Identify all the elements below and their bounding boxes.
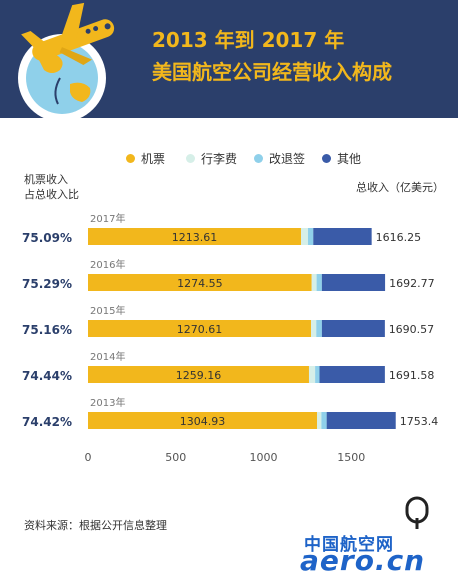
category-label: 2015年 bbox=[90, 304, 125, 317]
bar-segment-baggage bbox=[317, 412, 322, 429]
category-label: 2016年 bbox=[90, 258, 125, 271]
category-label: 2013年 bbox=[90, 396, 125, 409]
ticket-share-header-line1: 机票收入 bbox=[24, 173, 68, 186]
legend-item-other: 其他 bbox=[322, 150, 361, 166]
bar-segment-change bbox=[316, 274, 322, 291]
total-value-label: 1753.4 bbox=[400, 415, 439, 428]
x-tick-label: 1500 bbox=[337, 451, 365, 464]
legend-label-ticket: 机票 bbox=[141, 151, 166, 166]
bar-segment-baggage bbox=[308, 366, 316, 383]
total-revenue-header: 总收入（亿美元） bbox=[356, 181, 444, 194]
total-value-label: 1616.25 bbox=[376, 231, 422, 244]
bar-segment-ticket bbox=[88, 320, 311, 337]
legend-swatch-change bbox=[254, 153, 263, 163]
bar-segment-other bbox=[313, 228, 372, 245]
bar-segment-ticket bbox=[88, 228, 301, 245]
ticket-share-value: 74.44% bbox=[22, 369, 72, 383]
category-label: 2017年 bbox=[90, 212, 125, 225]
ticket-share-header-line2: 占总收入比 bbox=[24, 188, 79, 201]
watermark-line1: 中国航空网 bbox=[304, 535, 394, 555]
ticket-share-header: 机票收入 占总收入比 bbox=[24, 172, 79, 202]
ticket-value-label: 1270.61 bbox=[177, 323, 223, 336]
ticket-value-label: 1259.16 bbox=[176, 369, 222, 382]
bar-segment-change bbox=[321, 412, 327, 429]
bar-segment-change bbox=[315, 366, 320, 383]
bar-segment-change bbox=[308, 228, 314, 245]
x-tick-label: 1000 bbox=[250, 451, 278, 464]
bar-segment-other bbox=[326, 412, 396, 429]
legend-item-ticket: 机票 bbox=[126, 150, 165, 166]
total-value-label: 1691.58 bbox=[389, 369, 435, 382]
chart-title-line2: 美国航空公司经营收入构成 bbox=[152, 60, 392, 84]
legend-item-baggage: 行李费 bbox=[186, 150, 237, 166]
bar-segment-other bbox=[319, 366, 385, 383]
ticket-share-value: 75.09% bbox=[22, 231, 72, 245]
ticket-value-label: 1304.93 bbox=[180, 415, 226, 428]
legend-item-change: 改退签 bbox=[254, 150, 305, 166]
bar-segment-baggage bbox=[310, 320, 317, 337]
header-banner: 2013 年到 2017 年 美国航空公司经营收入构成 bbox=[0, 0, 458, 118]
ticket-value-label: 1274.55 bbox=[177, 277, 223, 290]
legend-swatch-other bbox=[322, 153, 331, 163]
bar-segment-other bbox=[321, 274, 386, 291]
legend-swatch-ticket bbox=[126, 153, 135, 163]
ticket-share-value: 74.42% bbox=[22, 415, 72, 429]
bar-segment-baggage bbox=[300, 228, 309, 245]
bar-segment-ticket bbox=[88, 366, 309, 383]
bar-segment-ticket bbox=[88, 274, 312, 291]
aero-watermark: 中国航空网 aero.cn bbox=[300, 530, 452, 576]
bar-segment-ticket bbox=[88, 412, 318, 429]
chart-title-line1: 2013 年到 2017 年 bbox=[152, 28, 345, 52]
x-tick-label: 500 bbox=[165, 451, 186, 464]
ticket-value-label: 1213.61 bbox=[172, 231, 218, 244]
bar-segment-change bbox=[316, 320, 322, 337]
category-label: 2014年 bbox=[90, 350, 125, 363]
total-value-label: 1690.57 bbox=[389, 323, 435, 336]
source-note: 资料来源：根据公开信息整理 bbox=[24, 519, 167, 532]
watermark-line2: aero.cn bbox=[300, 544, 426, 577]
legend-label-other: 其他 bbox=[337, 151, 362, 166]
legend-swatch-baggage bbox=[186, 153, 195, 163]
total-value-label: 1692.77 bbox=[389, 277, 435, 290]
legend-label-change: 改退签 bbox=[269, 151, 306, 166]
brand-logo: Q bbox=[405, 496, 431, 530]
x-tick-label: 0 bbox=[85, 451, 92, 464]
legend-label-baggage: 行李费 bbox=[201, 151, 238, 166]
ticket-share-value: 75.29% bbox=[22, 277, 72, 291]
bar-segment-other bbox=[321, 320, 385, 337]
globe-airplane-icon bbox=[18, 2, 115, 118]
ticket-share-value: 75.16% bbox=[22, 323, 72, 337]
bar-segment-baggage bbox=[311, 274, 317, 291]
